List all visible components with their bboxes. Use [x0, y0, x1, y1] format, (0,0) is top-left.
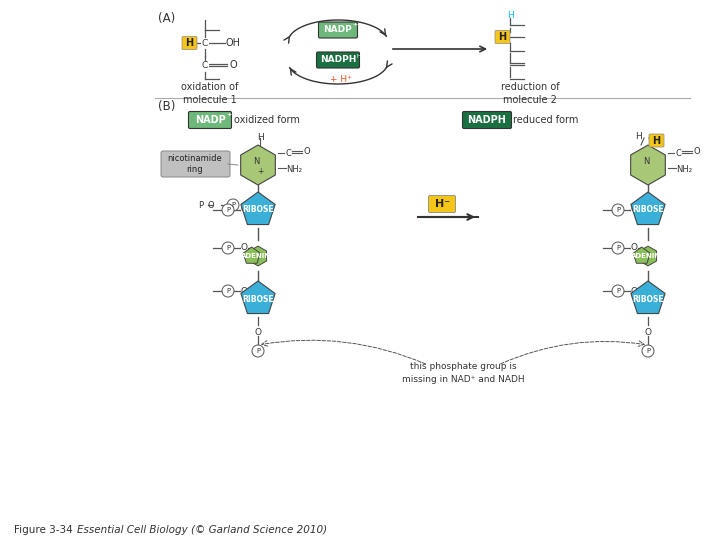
Polygon shape	[631, 281, 665, 314]
Text: N: N	[253, 158, 259, 166]
Text: H: H	[357, 53, 361, 58]
Text: P: P	[616, 245, 620, 251]
Text: Essential Cell Biology (© Garland Science 2010): Essential Cell Biology (© Garland Scienc…	[77, 525, 327, 535]
Text: O: O	[631, 244, 637, 253]
FancyBboxPatch shape	[161, 151, 230, 177]
Polygon shape	[241, 281, 275, 314]
Text: O: O	[693, 147, 700, 157]
Text: C: C	[286, 148, 292, 158]
Text: P: P	[256, 348, 260, 354]
Text: RIBOSE: RIBOSE	[242, 294, 274, 303]
Text: RIBOSE: RIBOSE	[632, 294, 664, 303]
Text: O: O	[631, 206, 637, 214]
Polygon shape	[249, 246, 266, 266]
FancyBboxPatch shape	[189, 111, 232, 129]
Text: reduced form: reduced form	[513, 115, 578, 125]
Text: O: O	[644, 328, 652, 337]
FancyBboxPatch shape	[182, 37, 197, 50]
Text: C: C	[202, 38, 208, 48]
Text: NADP: NADP	[194, 115, 225, 125]
Text: O: O	[207, 200, 214, 210]
Text: NH₂: NH₂	[676, 165, 692, 173]
Text: this phosphate group is
missing in NAD⁺ and NADH: this phosphate group is missing in NAD⁺ …	[402, 362, 524, 384]
Text: N: N	[643, 158, 649, 166]
Polygon shape	[631, 145, 665, 185]
Text: RIBOSE: RIBOSE	[632, 206, 664, 214]
Circle shape	[227, 199, 239, 211]
Text: P: P	[646, 348, 650, 354]
Text: H: H	[507, 10, 513, 19]
Text: oxidized form: oxidized form	[234, 115, 300, 125]
FancyBboxPatch shape	[428, 195, 456, 213]
Text: H: H	[186, 38, 194, 48]
Text: Figure 3-34: Figure 3-34	[14, 525, 79, 535]
Circle shape	[252, 345, 264, 357]
Text: NH₂: NH₂	[286, 165, 302, 173]
Text: nicotinamide
ring: nicotinamide ring	[168, 153, 222, 174]
Text: O: O	[240, 206, 248, 214]
Circle shape	[612, 285, 624, 297]
Circle shape	[222, 204, 234, 216]
Text: H: H	[256, 133, 264, 142]
Circle shape	[222, 285, 234, 297]
Polygon shape	[241, 192, 275, 225]
Polygon shape	[639, 246, 657, 266]
Text: oxidation of
molecule 1: oxidation of molecule 1	[181, 82, 239, 105]
Text: O: O	[240, 287, 248, 295]
Text: P: P	[226, 288, 230, 294]
Text: P: P	[226, 245, 230, 251]
Text: +: +	[257, 167, 264, 177]
Text: (A): (A)	[158, 12, 175, 25]
Text: ADENINE: ADENINE	[631, 253, 665, 259]
Polygon shape	[631, 192, 665, 225]
Text: C: C	[202, 62, 208, 71]
Text: P: P	[231, 202, 235, 208]
Text: reduction of
molecule 2: reduction of molecule 2	[500, 82, 559, 105]
Text: P: P	[226, 207, 230, 213]
Text: NADP: NADP	[323, 25, 352, 35]
Text: P: P	[616, 288, 620, 294]
Text: O: O	[230, 60, 238, 70]
FancyBboxPatch shape	[462, 111, 511, 129]
Circle shape	[222, 242, 234, 254]
Text: P: P	[616, 207, 620, 213]
FancyBboxPatch shape	[495, 30, 510, 44]
Polygon shape	[243, 247, 260, 264]
Text: +: +	[226, 111, 232, 117]
Text: O: O	[254, 328, 261, 337]
Text: O: O	[240, 244, 248, 253]
Text: C: C	[676, 148, 682, 158]
Text: H: H	[498, 32, 507, 42]
FancyBboxPatch shape	[317, 52, 359, 68]
Text: H⁻: H⁻	[436, 199, 451, 209]
FancyBboxPatch shape	[318, 22, 358, 38]
FancyBboxPatch shape	[649, 134, 664, 147]
Text: O: O	[303, 147, 310, 157]
Circle shape	[642, 345, 654, 357]
Circle shape	[612, 204, 624, 216]
Text: H: H	[652, 136, 660, 145]
Text: P: P	[198, 200, 203, 210]
Text: +: +	[352, 22, 358, 27]
Text: OH: OH	[226, 38, 241, 48]
Text: H: H	[636, 132, 642, 141]
Text: O: O	[631, 287, 637, 295]
Text: NADPH: NADPH	[320, 56, 356, 64]
Text: (B): (B)	[158, 100, 176, 113]
Text: ADENINE: ADENINE	[240, 253, 276, 259]
Polygon shape	[633, 247, 650, 264]
Text: + H⁺: + H⁺	[330, 76, 352, 84]
Polygon shape	[240, 145, 275, 185]
Text: RIBOSE: RIBOSE	[242, 206, 274, 214]
Text: NADPH: NADPH	[467, 115, 506, 125]
Circle shape	[612, 242, 624, 254]
